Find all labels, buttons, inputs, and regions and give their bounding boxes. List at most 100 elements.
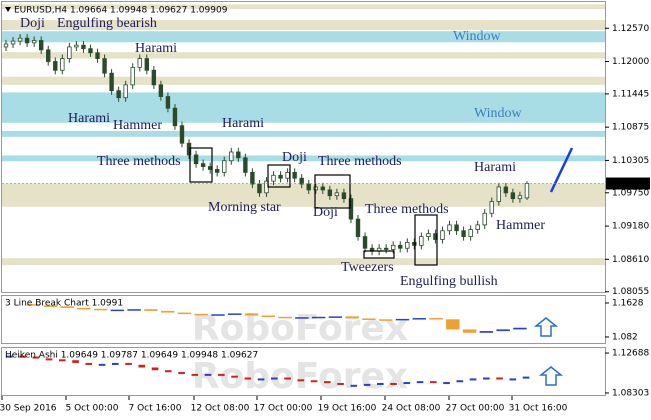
candle-body [179, 125, 185, 144]
price-zone [2, 76, 605, 85]
line-break-brick [295, 317, 309, 319]
candle-body [271, 174, 276, 182]
frames [1, 1, 606, 396]
line-break-brick [446, 319, 460, 330]
heiken-ashi-bar [165, 370, 172, 373]
heiken-ashi-bar [85, 362, 93, 365]
candle-body [482, 212, 487, 226]
line-break-brick [261, 315, 276, 318]
price-zone [2, 183, 605, 207]
heiken-ashi-bar [324, 381, 331, 384]
y-tick-label: 1.082 [612, 332, 638, 342]
heiken-ashi-bar [363, 383, 371, 386]
y-tick-label: 1.11445 [612, 89, 649, 99]
candle-body [496, 186, 501, 202]
x-tick-label: 19 Oct 16:00 [318, 404, 377, 414]
line-break-brick [127, 309, 141, 311]
candle-body [278, 174, 283, 179]
candle-body [390, 244, 396, 250]
x-tick-label: 5 Oct 00:00 [66, 404, 119, 414]
pattern-label: Three methods [97, 154, 181, 169]
pattern-label: Hammer [113, 118, 162, 133]
candle-body [95, 52, 100, 59]
heiken-ashi-bar [377, 382, 384, 385]
line-break-brick [345, 316, 359, 319]
candle-body [109, 72, 114, 92]
y-tick-label: 1.10305 [612, 156, 649, 166]
heiken-ashi-bar [112, 362, 119, 365]
candle-body [510, 192, 516, 200]
candle-body [313, 186, 318, 191]
candle-body [74, 44, 79, 48]
heiken-ashi-bar [59, 359, 66, 362]
candle-body [257, 183, 262, 194]
heiken-ashi-bar [204, 373, 212, 376]
line-break-brick [244, 313, 259, 316]
candle-body [137, 58, 142, 68]
candle-body [250, 171, 255, 185]
candle-body [236, 151, 241, 159]
candle-body [503, 186, 509, 194]
heiken-ashi-bar [6, 355, 13, 358]
heiken-ashi-bar [443, 382, 450, 385]
candle-body [229, 151, 234, 162]
candle-body [334, 192, 340, 197]
line-break-brick [228, 313, 242, 315]
panel-title: 3 Line Break Chart 1.0991 [5, 299, 123, 309]
pattern-label: Tweezers [341, 260, 394, 275]
y-tick-label: 1.12688 [612, 349, 649, 359]
pattern-label: Harami [222, 116, 264, 131]
candle-body [292, 171, 297, 179]
candle-body [461, 230, 466, 237]
candle-body [299, 177, 304, 185]
candle-body [88, 48, 93, 54]
candle-body [398, 244, 403, 249]
candle-body [355, 218, 361, 237]
candle-body [468, 229, 473, 237]
heiken-ashi-bar [430, 381, 437, 384]
candle-body [24, 37, 30, 44]
line-break-brick [211, 314, 225, 316]
candle-body [46, 49, 51, 62]
candle-body [475, 224, 480, 230]
panel-frame [1, 347, 606, 396]
heiken-ashi-bar [231, 375, 238, 378]
candle-body [214, 169, 220, 173]
heiken-ashi-bar [45, 358, 53, 361]
price-zone [2, 4, 605, 10]
x-tick-label: 27 Oct 00:00 [446, 404, 505, 414]
y-tick-label: 1.10875 [612, 123, 649, 133]
heiken-ashi-bar [178, 372, 185, 375]
candle-body [172, 107, 178, 127]
candle-body [60, 58, 65, 71]
x-tick-label: 17 Oct 00:00 [254, 404, 313, 414]
price-zone [2, 155, 605, 162]
line-break-brick [110, 309, 125, 312]
line-break-brick [43, 305, 57, 307]
panel-frame [1, 295, 606, 344]
price-zone [2, 20, 605, 31]
candle-body [383, 247, 389, 250]
pattern-box [314, 174, 351, 209]
line-break-brick [429, 318, 443, 320]
y-tick-label: 1.12570 [612, 24, 649, 34]
y-tick-label: 1.12000 [612, 57, 649, 67]
price-zone [2, 31, 605, 43]
pattern-label: Harami [474, 160, 516, 175]
candle-body [362, 236, 368, 249]
heiken-ashi-bar [456, 380, 464, 383]
candle-body [200, 163, 206, 167]
candle-body [81, 44, 86, 50]
line-break-brick [26, 304, 41, 306]
line-break-brick [395, 318, 410, 321]
heiken-ashi-bar [19, 355, 26, 358]
panel-title: Heiken Ashi 1.09649 1.09787 1.09649 1.09… [5, 351, 258, 361]
last-price-label: 1.09909 [610, 179, 647, 189]
last-price-box [606, 177, 650, 190]
x-tick-label: 24 Oct 08:00 [382, 404, 441, 414]
x-tick-label: 31 Oct 16:00 [509, 404, 568, 414]
heiken-ashi-bar [284, 377, 291, 380]
price-zone [2, 52, 605, 59]
